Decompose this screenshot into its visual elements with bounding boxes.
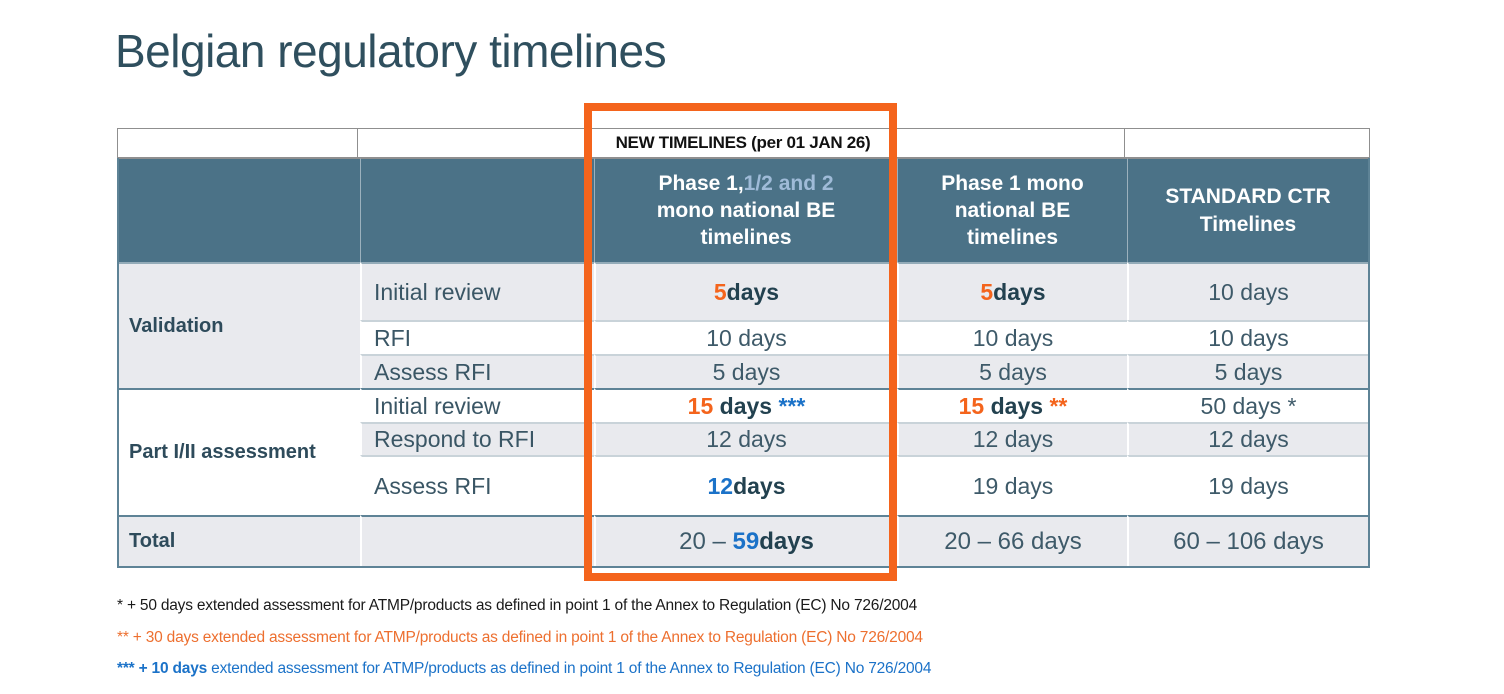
value-unit: days <box>733 472 786 499</box>
footnote-3: *** + 10 days extended assessment for AT… <box>117 660 931 678</box>
value-unit: days <box>759 527 814 555</box>
banner-cell-empty-4 <box>1125 128 1370 158</box>
table-banner-row: NEW TIMELINES (per 01 JAN 26) <box>117 128 1370 158</box>
header-phase12-white: Phase 1, <box>658 171 744 195</box>
footnote-3-bold: *** + 10 days <box>117 660 208 677</box>
page-title: Belgian regulatory timelines <box>115 25 667 77</box>
value-unit: days <box>726 278 780 305</box>
cell-total-empty <box>360 515 594 566</box>
header-phase1-mono: Phase 1 mono national BE timelines <box>897 158 1127 262</box>
cell-val-assess-phase1: 5 days <box>897 354 1127 388</box>
cell-val-initial-phase12: 5 days <box>594 262 897 320</box>
banner-cell-empty-3 <box>895 128 1125 158</box>
group-label-validation: Validation <box>119 262 360 388</box>
cell-val-assess-standard: 5 days <box>1127 354 1368 388</box>
cell-total-phase1: 20 – 66 days <box>897 515 1127 566</box>
cell-val-assess-phase12: 5 days <box>594 354 897 388</box>
cell-val-rfi-phase12: 10 days <box>594 320 897 354</box>
cell-val-initial-phase1: 5 days <box>897 262 1127 320</box>
value-unit: days <box>993 278 1046 305</box>
banner-cell-empty-1 <box>117 128 358 158</box>
row-label-p12-assess: Assess RFI <box>360 455 594 515</box>
cell-p12-initial-phase1: 15 days ** <box>897 388 1127 422</box>
cell-total-phase12: 20 – 59 days <box>594 515 897 566</box>
header-empty-1 <box>119 158 360 262</box>
cell-p12-assess-phase1: 19 days <box>897 455 1127 515</box>
value-number: 15 <box>687 392 714 419</box>
cell-total-standard: 60 – 106 days <box>1127 515 1368 566</box>
cell-p12-assess-phase12: 12 days <box>594 455 897 515</box>
cell-val-rfi-standard: 10 days <box>1127 320 1368 354</box>
footnote-2: ** + 30 days extended assessment for ATM… <box>117 629 923 646</box>
new-timelines-label: NEW TIMELINES (per 01 JAN 26) <box>615 133 871 152</box>
banner-cell-empty-2 <box>358 128 592 158</box>
value-number: 5 <box>980 278 994 305</box>
banner-cell-new-timelines: NEW TIMELINES (per 01 JAN 26) <box>592 128 895 158</box>
cell-p12-respond-phase1: 12 days <box>897 422 1127 455</box>
cell-p12-initial-standard: 50 days * <box>1127 388 1368 422</box>
header-phase12-rest: mono national BE timelines <box>656 198 836 250</box>
row-label-val-assess: Assess RFI <box>360 354 594 388</box>
header-standard-ctr: STANDARD CTR Timelines <box>1127 158 1368 262</box>
cell-p12-respond-standard: 12 days <box>1127 422 1368 455</box>
footnote-marker-orange: ** <box>1049 392 1068 419</box>
highlight-box <box>584 103 897 581</box>
cell-val-rfi-phase1: 10 days <box>897 320 1127 354</box>
footnote-1: * + 50 days extended assessment for ATMP… <box>117 597 918 614</box>
row-label-p12-initial: Initial review <box>360 388 594 422</box>
header-empty-2 <box>360 158 594 262</box>
value-number: 15 <box>958 392 985 419</box>
value-unit: days <box>984 392 1050 419</box>
timelines-table: Phase 1,1/2 and 2 mono national BE timel… <box>117 158 1370 568</box>
value-number: 12 <box>707 472 734 499</box>
header-phase12: Phase 1,1/2 and 2 mono national BE timel… <box>594 158 897 262</box>
value-number: 5 <box>713 278 727 305</box>
group-label-total: Total <box>119 515 360 566</box>
cell-p12-initial-phase12: 15 days *** <box>594 388 897 422</box>
group-label-part12: Part I/II assessment <box>119 388 360 515</box>
header-phase12-accent: 1/2 and 2 <box>743 171 834 195</box>
cell-val-initial-standard: 10 days <box>1127 262 1368 320</box>
cell-p12-assess-standard: 19 days <box>1127 455 1368 515</box>
row-label-p12-respond: Respond to RFI <box>360 422 594 455</box>
row-label-val-rfi: RFI <box>360 320 594 354</box>
row-label-val-initial: Initial review <box>360 262 594 320</box>
cell-p12-respond-phase12: 12 days <box>594 422 897 455</box>
total-range-prefix: 20 – <box>679 527 733 555</box>
value-number: 59 <box>732 527 760 555</box>
footnote-3-rest: extended assessment for ATMP/products as… <box>207 660 932 677</box>
value-unit: days <box>713 392 779 419</box>
footnote-marker-blue: *** <box>778 392 806 419</box>
